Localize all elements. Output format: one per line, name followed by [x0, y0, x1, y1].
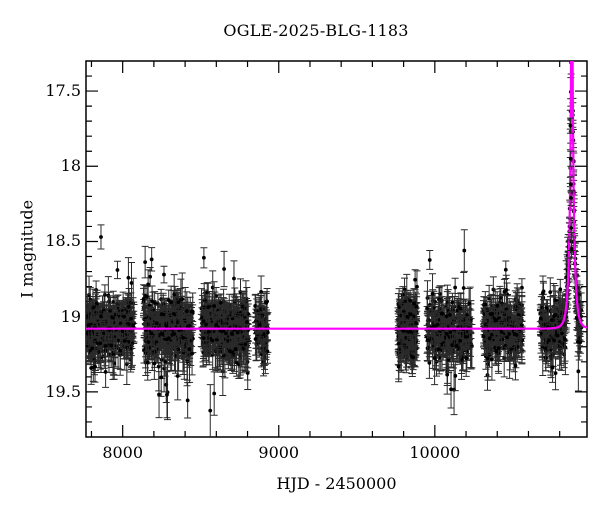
x-axis-label: HJD - 2450000	[276, 474, 397, 493]
x-tick-label: 9000	[258, 443, 300, 462]
chart-title: OGLE-2025-BLG-1183	[223, 21, 409, 40]
y-tick-label: 19.5	[45, 381, 81, 401]
x-tick-label: 10000	[409, 443, 461, 462]
x-tick-label: 8000	[102, 443, 144, 462]
y-tick-label: 19	[60, 306, 81, 326]
y-tick-label: 17.5	[45, 81, 81, 101]
y-tick-label: 18	[60, 156, 81, 176]
y-tick-label: 18.5	[45, 231, 81, 251]
